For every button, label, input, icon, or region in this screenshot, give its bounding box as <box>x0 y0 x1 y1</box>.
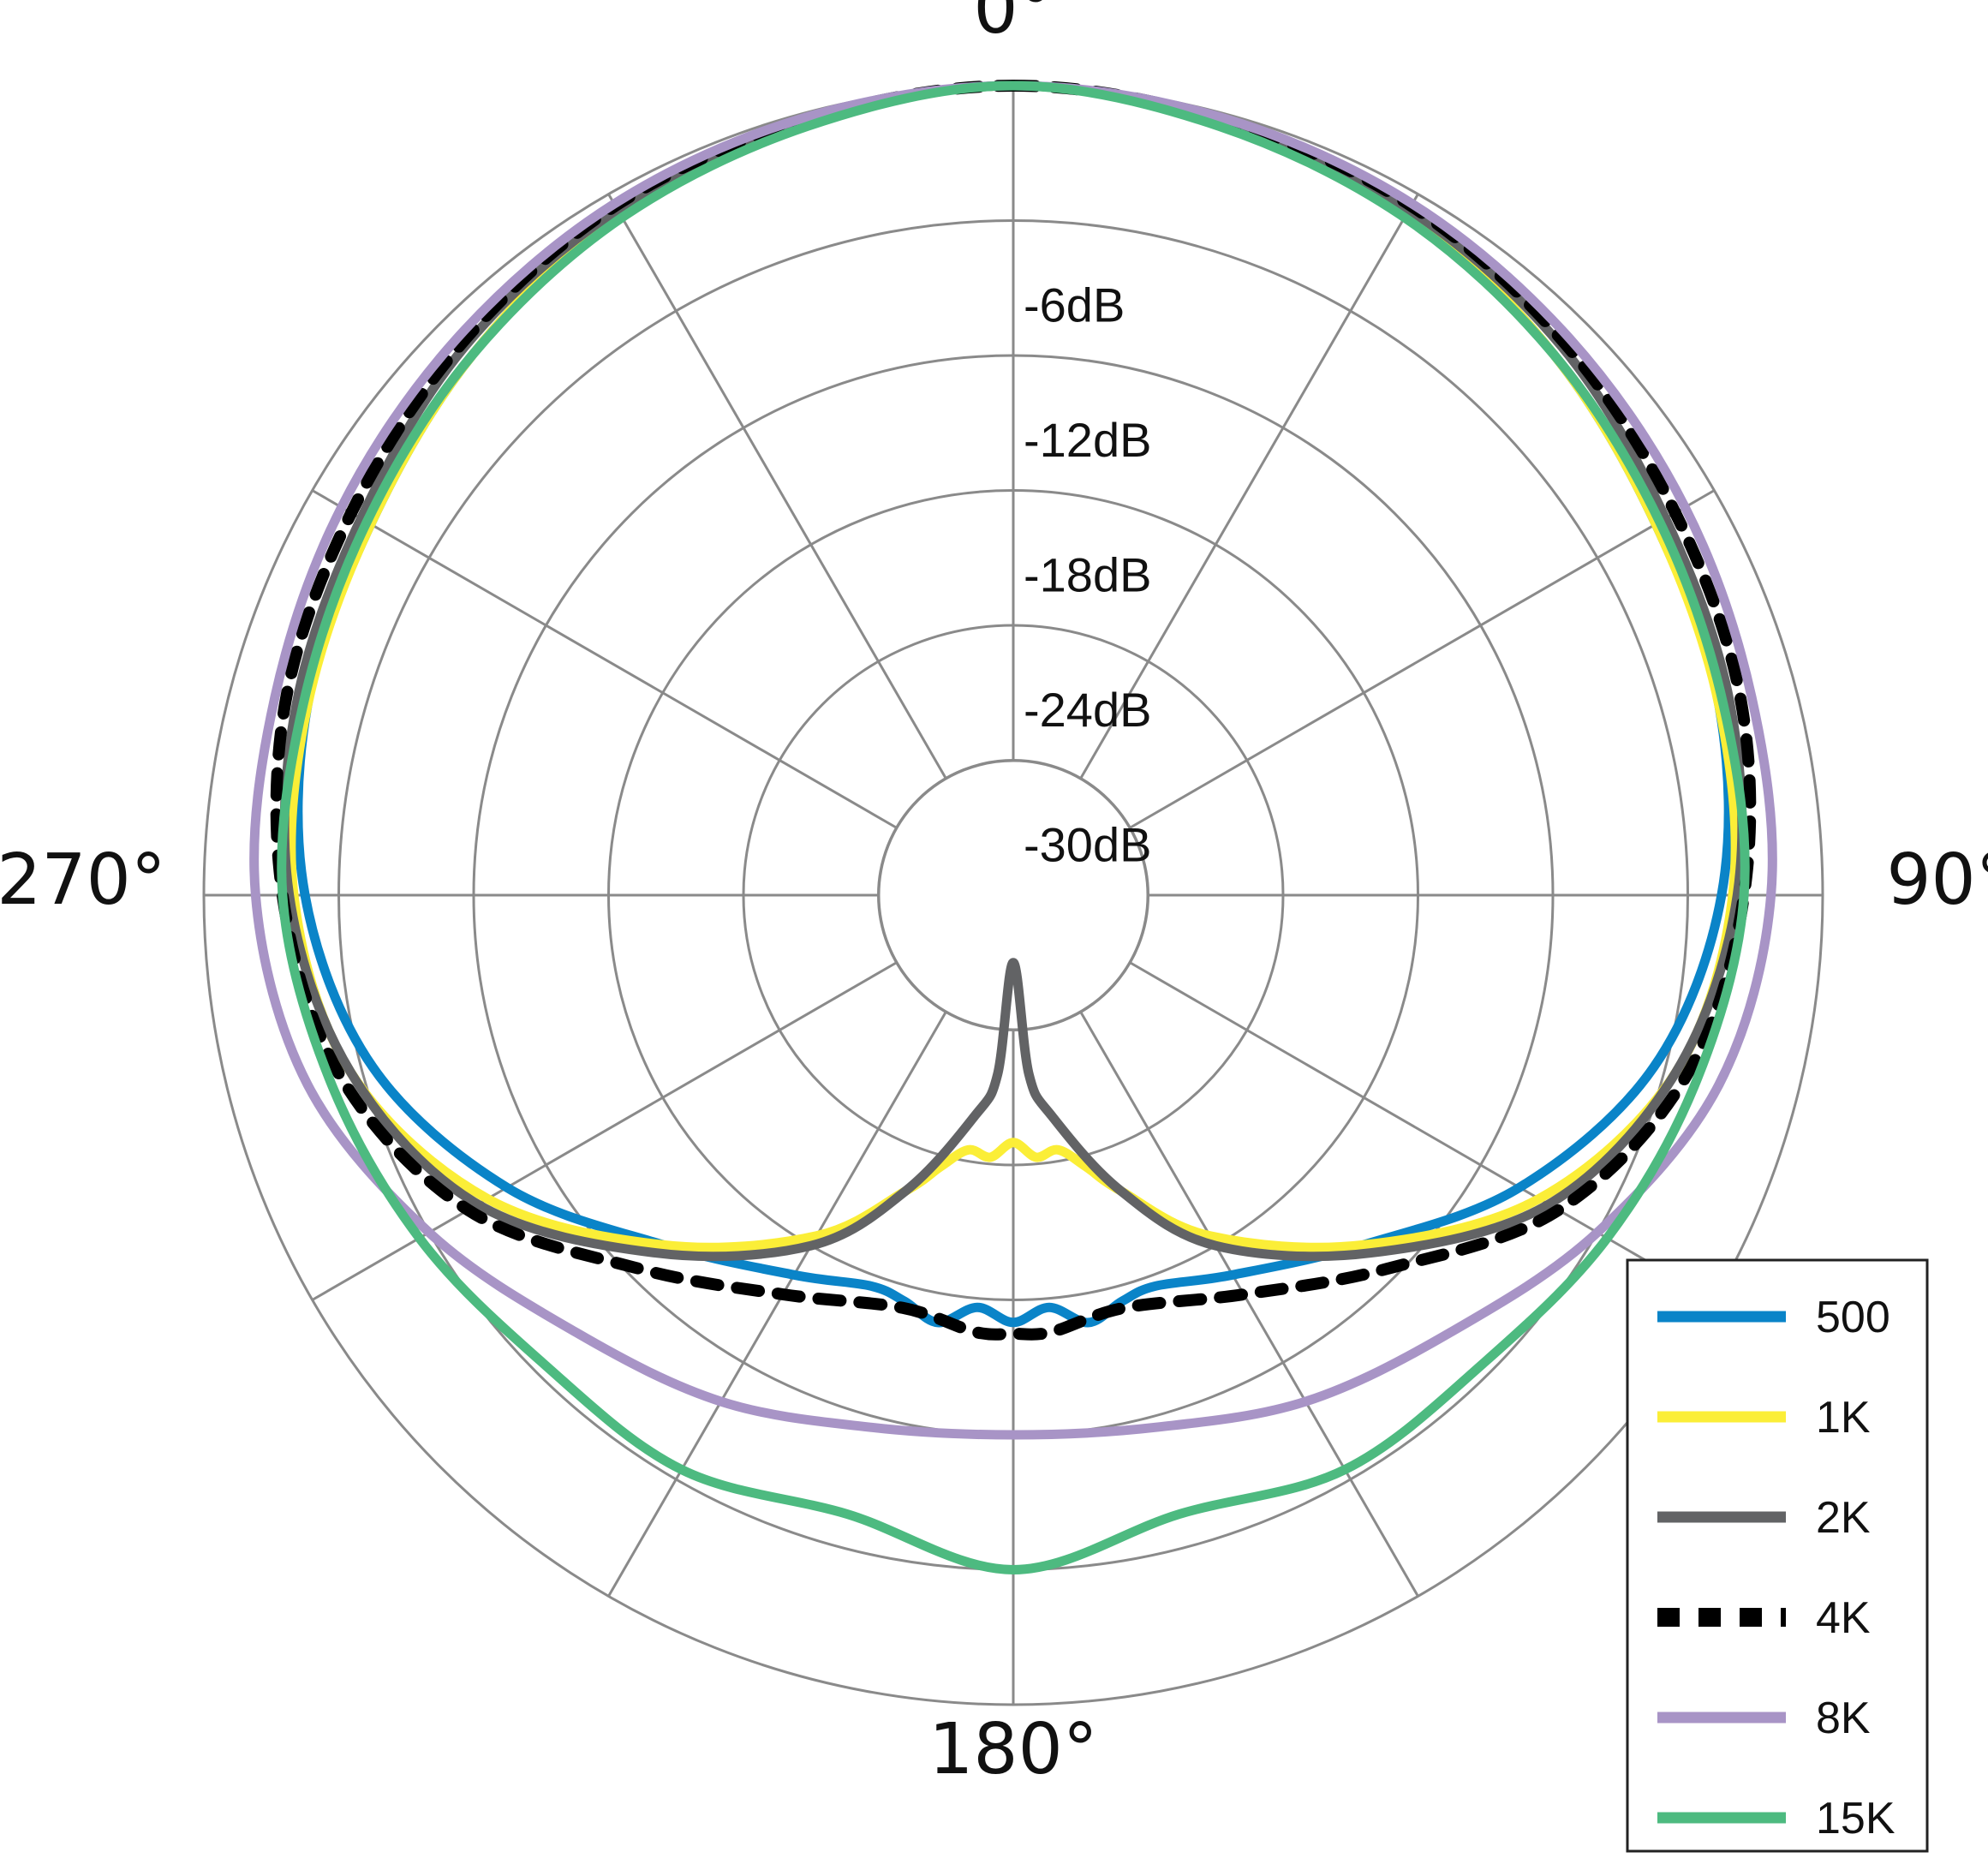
legend-label-4K: 4K <box>1816 1593 1871 1643</box>
grid-spoke <box>1079 193 1419 780</box>
grid-spoke <box>311 489 898 829</box>
legend-items: 500 1K 2K 4K 8K 15K <box>1657 1293 1895 1843</box>
db-ring-labels: -6dB -12dB -18dB -24dB -30dB <box>1024 278 1151 872</box>
series-line-4K <box>270 80 1757 1341</box>
legend-label-1K: 1K <box>1816 1393 1871 1443</box>
series-curves <box>249 80 1777 1574</box>
series-line-2K <box>279 81 1747 1262</box>
series-line-8K <box>249 81 1777 1440</box>
angle-labels: 0° 90° 180° 270° <box>0 0 1988 1790</box>
grid-spoke <box>311 961 898 1301</box>
legend-label-15K: 15K <box>1816 1794 1895 1843</box>
legend: 500 1K 2K 4K 8K 15K <box>1626 1258 1929 1853</box>
db-label: -6dB <box>1024 278 1125 332</box>
grid-ring <box>877 759 1149 1031</box>
angle-label-0: 0° <box>973 0 1053 50</box>
db-label: -30dB <box>1024 818 1151 872</box>
legend-label-2K: 2K <box>1816 1493 1871 1543</box>
grid-spoke <box>1079 1011 1419 1598</box>
db-label: -24dB <box>1024 683 1151 737</box>
grid-spoke <box>1129 961 1716 1301</box>
polar-grid <box>202 84 1824 1706</box>
grid-spoke <box>607 1011 947 1598</box>
angle-label-270: 270° <box>0 839 166 921</box>
angle-label-180: 180° <box>928 1709 1098 1790</box>
legend-label-500: 500 <box>1816 1293 1890 1342</box>
grid-spoke <box>607 193 947 780</box>
legend-box <box>1626 1258 1929 1853</box>
legend-label-8K: 8K <box>1816 1694 1871 1743</box>
grid-spoke <box>1129 489 1716 829</box>
angle-label-90: 90° <box>1886 839 1988 921</box>
db-label: -18dB <box>1024 548 1151 602</box>
db-label: -12dB <box>1024 413 1151 467</box>
series-line-15K <box>277 81 1750 1574</box>
